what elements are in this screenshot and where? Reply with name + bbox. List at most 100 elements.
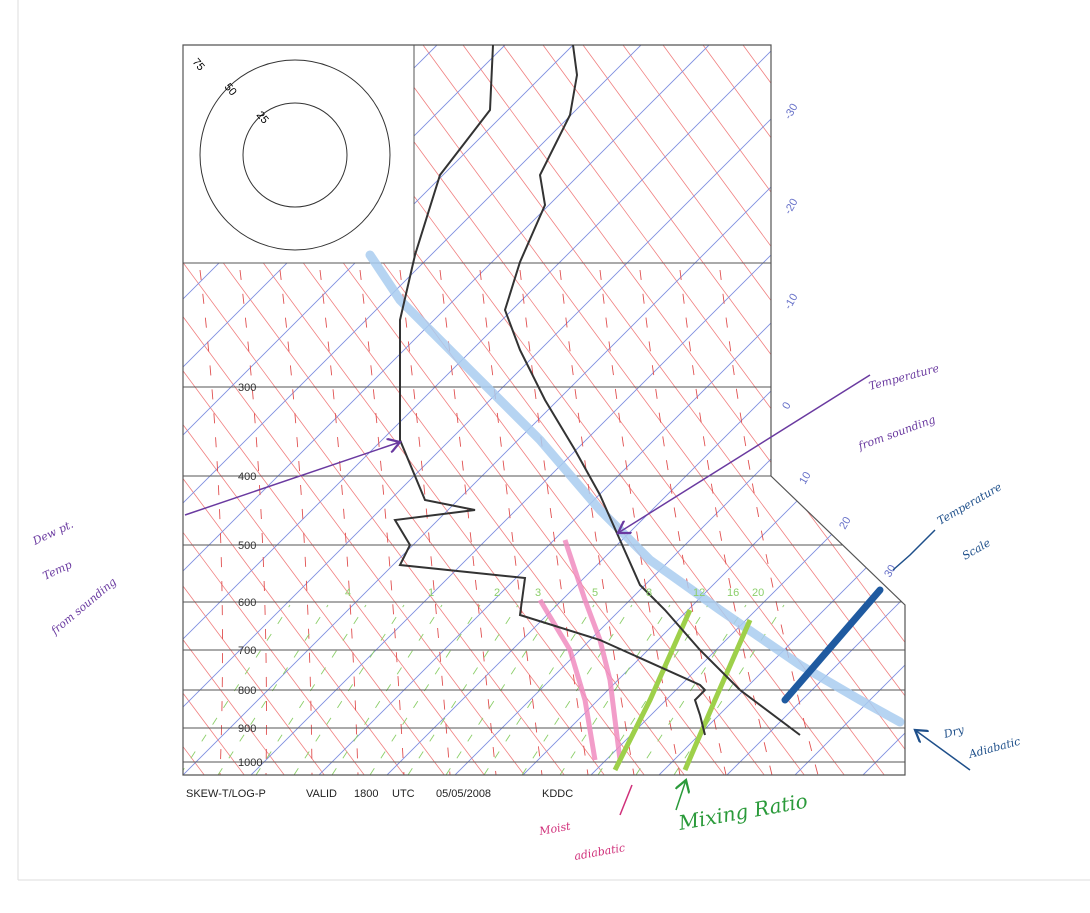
isotherm	[183, 263, 846, 775]
dry-adiabat	[462, 263, 905, 775]
isotherm	[0, 45, 233, 775]
dry-adiabat	[0, 45, 303, 800]
temperature-scale-annotation: Temperature Scale	[935, 480, 1004, 563]
dry-adiabat	[183, 263, 424, 775]
arrow	[676, 780, 686, 811]
footer-text: UTC	[392, 788, 415, 800]
isotherm	[0, 45, 97, 775]
isotherm	[1067, 45, 1090, 775]
dry-adiabat	[0, 45, 223, 800]
dry-adiabat	[582, 45, 771, 263]
isotherm	[0, 45, 97, 775]
hodograph-label: 75	[190, 56, 207, 73]
dry-adiabat	[662, 45, 771, 263]
moist-adiabat	[559, 269, 635, 775]
moist-adiabat	[359, 269, 405, 775]
dry-adiabat	[0, 45, 103, 800]
dry-adiabat	[502, 45, 771, 263]
footer-text: SKEW-T/LOG-P	[186, 788, 266, 800]
dry-adiabat	[822, 263, 905, 775]
dry-adiabat	[0, 45, 23, 800]
moist-adiabat	[279, 269, 313, 775]
isotherm	[658, 263, 905, 775]
footer-text: 05/05/2008	[436, 788, 491, 800]
isotherm	[183, 263, 302, 775]
dry-adiabat	[0, 45, 143, 800]
isotherm	[931, 45, 1090, 775]
isotherm	[0, 45, 369, 775]
dry-adiabat	[422, 263, 905, 775]
temperature-label: -30	[782, 102, 800, 122]
moist-adiabat	[319, 269, 359, 775]
dry-adiabat	[183, 263, 504, 775]
dry-adiabat	[943, 45, 1090, 800]
dewpoint-profile	[393, 44, 707, 736]
dry-adiabat	[183, 263, 584, 775]
hodograph-label: 25	[254, 109, 271, 126]
footer-text: 1800	[354, 788, 378, 800]
dry-adiabat	[983, 45, 1090, 800]
isotherm	[250, 263, 905, 775]
mixing-ratio-label: 12	[693, 587, 705, 599]
pressure-label: 600	[238, 597, 256, 609]
footer-text: VALID	[306, 788, 337, 800]
isotherm	[794, 263, 905, 775]
dry-adiabat	[542, 45, 771, 263]
isotherm	[414, 45, 771, 263]
dry-adiabat	[983, 45, 1090, 800]
mixing-ratio-label: 16	[727, 587, 739, 599]
mixing-ratio-annotation: Mixing Ratio	[676, 789, 810, 835]
isotherm	[1067, 45, 1090, 775]
dry-adiabat	[183, 263, 184, 775]
moist-adiabat	[439, 269, 497, 775]
dry-adiabat	[943, 45, 1090, 800]
dry-adiabat	[0, 45, 63, 800]
annotation-text: Temp	[41, 558, 74, 583]
dry-adiabat	[183, 263, 624, 775]
annotation-text: Dry	[941, 723, 966, 741]
dry-adiabat	[414, 45, 424, 263]
annotation-text: from sounding	[48, 575, 119, 638]
arrow	[915, 730, 971, 771]
dry-adiabat	[183, 263, 704, 775]
dry-adiabat	[414, 45, 771, 263]
dry-adiabat	[622, 45, 771, 263]
temperature-profile	[503, 44, 801, 736]
dry-adiabat	[823, 45, 1090, 800]
dry-adiabat	[414, 45, 464, 263]
dry-adiabat	[0, 45, 63, 800]
dry-adiabat	[1063, 45, 1090, 800]
isotherm	[931, 45, 1090, 775]
isotherm	[999, 45, 1090, 775]
temperature-label: -20	[782, 197, 800, 217]
annotation-text: from sounding	[856, 413, 938, 453]
isotherm	[183, 263, 370, 775]
moist-adiabat	[399, 269, 451, 775]
dry-adiabat	[863, 45, 1090, 800]
annotation-text: Dew pt.	[30, 518, 76, 548]
isotherm	[183, 263, 642, 775]
dry-adiabat	[183, 263, 544, 775]
annotation-text: Adiabatic	[966, 735, 1021, 761]
dry-adiabat	[414, 45, 704, 263]
isotherm	[726, 263, 905, 775]
dry-adiabat	[542, 263, 905, 775]
dry-adiabat	[262, 263, 824, 775]
temperature-label: 0	[780, 400, 793, 411]
dry-adiabat	[702, 263, 905, 775]
isotherm	[386, 263, 905, 775]
dry-adiabat	[183, 263, 464, 775]
isotherm	[0, 45, 165, 775]
dry-adiabat	[183, 263, 664, 775]
connector	[892, 529, 936, 571]
mixing-ratio-highlight	[612, 608, 693, 772]
mixing-ratio-label: 1	[428, 587, 434, 599]
dry-adiabat	[0, 45, 383, 800]
dry-adiabat	[0, 45, 23, 800]
dry-adiabat	[414, 45, 584, 263]
dry-adiabat	[1023, 45, 1090, 800]
moist-adiabat	[519, 269, 589, 775]
dry-adiabat	[183, 263, 264, 775]
annotation-text: Temperature	[867, 362, 940, 393]
moist-adiabatic-annotation: Moist adiabatic	[537, 820, 626, 863]
